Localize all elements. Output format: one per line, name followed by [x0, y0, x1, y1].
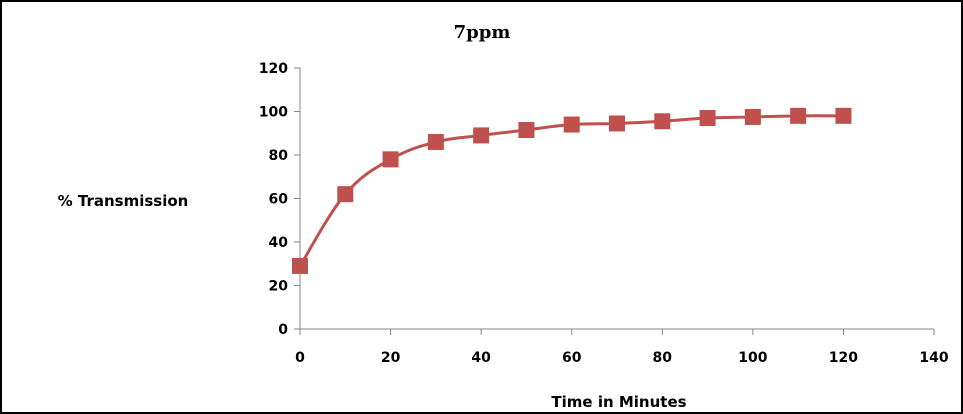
x-tick-label: 60 [562, 350, 582, 366]
data-point-marker [518, 121, 535, 138]
data-point-marker [654, 113, 671, 130]
data-point-marker [790, 107, 807, 124]
y-tick-label: 20 [269, 279, 289, 295]
data-point-marker [292, 257, 308, 274]
series-layer [292, 107, 852, 274]
series-line [298, 114, 844, 267]
y-tick-label: 120 [259, 61, 288, 77]
chart-title: 7ppm [454, 22, 511, 43]
data-point-marker [563, 116, 580, 133]
y-tick-label: 80 [269, 148, 289, 164]
y-tick-label: 100 [259, 105, 288, 121]
x-axis-label: Time in Minutes [551, 393, 686, 411]
data-point-marker [609, 115, 625, 132]
data-point-marker [382, 151, 399, 168]
data-point-marker [699, 110, 716, 127]
data-point-marker [473, 127, 490, 144]
data-point-marker [744, 108, 761, 125]
x-tick-label: 40 [471, 350, 491, 366]
axes-group [294, 67, 935, 335]
y-tick-label: 0 [278, 322, 288, 338]
x-tick-label: 20 [381, 350, 401, 366]
data-point-marker [337, 186, 354, 203]
y-tick-label: 60 [269, 192, 289, 208]
x-tick-label: 120 [829, 350, 858, 366]
y-axis-label: % Transmission [58, 192, 189, 210]
x-tick-label: 80 [653, 350, 673, 366]
tick-labels-group: 0 20 40 60 80 100 120 0 20 40 60 80 100 120 140 [259, 61, 949, 366]
data-point-marker [427, 133, 444, 150]
x-tick-label: 0 [295, 350, 305, 366]
y-tick-label: 40 [269, 235, 289, 251]
x-tick-label: 100 [738, 350, 767, 366]
x-tick-label: 140 [919, 350, 948, 366]
data-point-marker [835, 107, 852, 124]
